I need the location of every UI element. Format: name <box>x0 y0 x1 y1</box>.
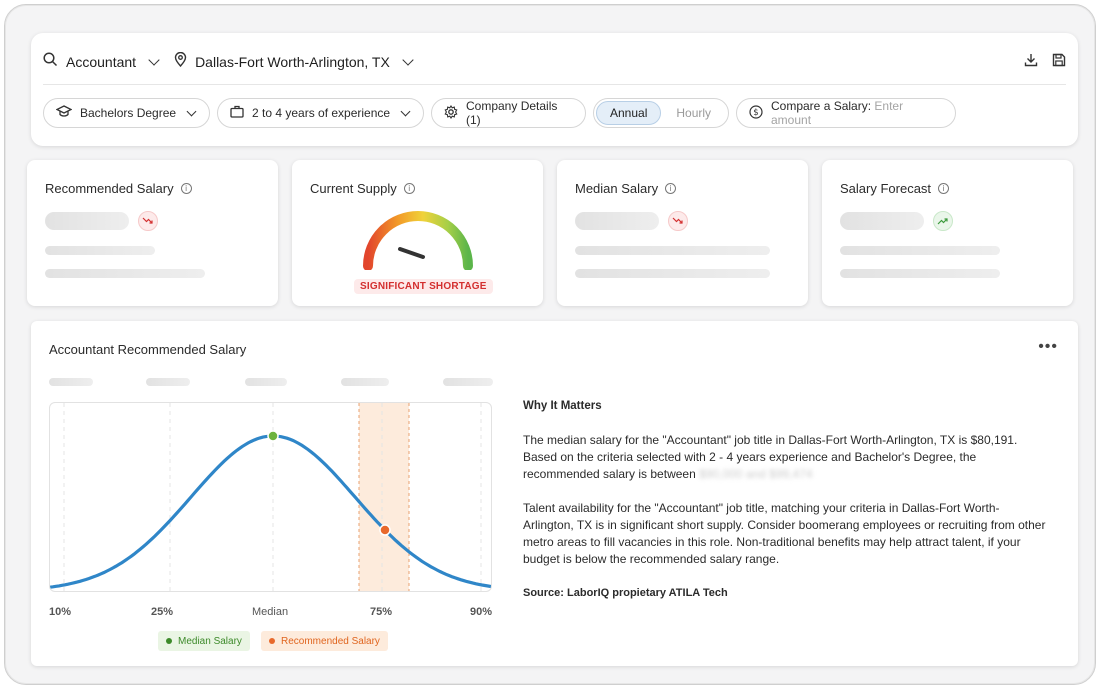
gear-icon <box>444 104 458 122</box>
distribution-curve <box>50 434 491 589</box>
salary-forecast-card: Salary Forecast i <box>822 160 1073 306</box>
experience-filter[interactable]: 2 to 4 years of experience <box>217 98 424 128</box>
search-row: Accountant Dallas-Fort Worth-Arlington, … <box>43 51 420 73</box>
top-actions <box>1024 53 1066 72</box>
save-icon[interactable] <box>1052 53 1066 72</box>
loading-placeholder <box>45 246 155 255</box>
paragraph: Talent availability for the "Accountant"… <box>523 501 1046 566</box>
x-tick-label: 25% <box>151 606 174 618</box>
chevron-down-icon <box>400 106 411 117</box>
location-pin-icon <box>174 51 187 72</box>
education-label: Bachelors Degree <box>80 106 177 120</box>
card-title: Salary Forecast <box>840 181 932 196</box>
source-note: Source: LaborIQ propietary ATILA Tech <box>523 587 728 599</box>
salary-distribution-chart <box>49 402 492 592</box>
loading-placeholder <box>443 378 493 386</box>
info-icon[interactable]: i <box>180 183 192 194</box>
card-title: Current Supply <box>310 181 397 196</box>
briefcase-icon <box>230 105 244 121</box>
compare-placeholder: Enter amount <box>771 99 904 127</box>
legend-dot <box>269 638 275 644</box>
download-icon[interactable] <box>1024 53 1038 72</box>
median-salary-card: Median Salary i <box>557 160 808 306</box>
location-select[interactable]: Dallas-Fort Worth-Arlington, TX <box>195 54 390 70</box>
info-icon[interactable]: i <box>403 183 415 194</box>
legend-label: Median Salary <box>178 635 242 647</box>
experience-label: 2 to 4 years of experience <box>252 106 391 120</box>
annual-option[interactable]: Annual <box>596 101 662 125</box>
status-badge: SIGNIFICANT SHORTAGE <box>354 279 493 294</box>
app-frame: Accountant Dallas-Fort Worth-Arlington, … <box>4 4 1096 685</box>
x-tick-label: Median <box>252 606 289 618</box>
median-point <box>267 430 279 442</box>
loading-placeholder <box>146 378 190 386</box>
trend-down-icon <box>138 211 158 231</box>
job-title-select[interactable]: Accountant <box>66 54 137 70</box>
svg-text:$: $ <box>753 108 758 118</box>
compare-salary-input[interactable]: $ Compare a Salary: Enter amount <box>736 98 956 128</box>
blurred-range: $90,000 and $99,474 <box>699 467 813 481</box>
loading-placeholder <box>575 246 770 255</box>
info-icon[interactable]: i <box>938 183 950 194</box>
trend-up-icon <box>933 211 953 231</box>
chevron-down-icon[interactable] <box>402 54 414 66</box>
loading-placeholder <box>840 246 1000 255</box>
loading-placeholder <box>575 269 770 278</box>
company-details-filter[interactable]: Company Details (1) <box>431 98 586 128</box>
hourly-option[interactable]: Hourly <box>676 106 712 120</box>
current-supply-card: Current Supply i SIGNIFICANT SHORTAGE <box>292 160 543 306</box>
loading-placeholder <box>840 269 1000 278</box>
legend-dot <box>166 638 172 644</box>
x-tick-label: 90% <box>470 606 493 618</box>
filter-row: Bachelors Degree 2 to 4 years of experie… <box>43 98 956 128</box>
legend-median: Median Salary <box>158 631 250 651</box>
filter-panel: Accountant Dallas-Fort Worth-Arlington, … <box>31 33 1078 146</box>
graduation-cap-icon <box>55 105 73 121</box>
chevron-down-icon[interactable] <box>148 54 160 66</box>
more-options-icon[interactable]: ••• <box>1038 338 1058 355</box>
why-it-matters: Why It Matters The median salary for the… <box>523 398 1048 602</box>
recommended-salary-card: Recommended Salary i <box>27 160 278 306</box>
recommended-band <box>359 403 409 591</box>
education-filter[interactable]: Bachelors Degree <box>43 98 210 128</box>
loading-placeholder <box>49 378 93 386</box>
loading-placeholder <box>45 269 205 278</box>
loading-placeholder <box>341 378 389 386</box>
paragraph: The median salary for the "Accountant" j… <box>523 433 1018 481</box>
chevron-down-icon <box>186 106 197 117</box>
dollar-circle-icon: $ <box>749 104 763 122</box>
card-title: Recommended Salary <box>45 181 174 196</box>
loading-placeholder <box>45 212 129 230</box>
panel-title: Accountant Recommended Salary <box>49 342 247 357</box>
trend-down-icon <box>668 211 688 231</box>
legend-label: Recommended Salary <box>281 635 380 647</box>
chart-svg <box>50 403 491 591</box>
x-tick-label: 75% <box>370 606 393 618</box>
compare-label: Compare a Salary: <box>771 99 872 113</box>
divider <box>43 84 1066 85</box>
legend-recommended: Recommended Salary <box>261 631 388 651</box>
info-icon[interactable]: i <box>665 183 677 194</box>
recommended-salary-panel: Accountant Recommended Salary ••• 10% 25… <box>31 321 1078 666</box>
x-tick-label: 10% <box>49 606 72 618</box>
card-title: Median Salary <box>575 181 659 196</box>
section-heading: Why It Matters <box>523 400 602 412</box>
loading-placeholder <box>575 212 659 230</box>
supply-gauge <box>360 208 476 275</box>
company-details-label: Company Details (1) <box>466 99 558 127</box>
recommended-point <box>379 524 391 536</box>
loading-placeholder <box>245 378 287 386</box>
search-icon <box>43 52 58 72</box>
loading-placeholder <box>840 212 924 230</box>
pay-period-toggle: Annual Hourly <box>593 98 729 128</box>
